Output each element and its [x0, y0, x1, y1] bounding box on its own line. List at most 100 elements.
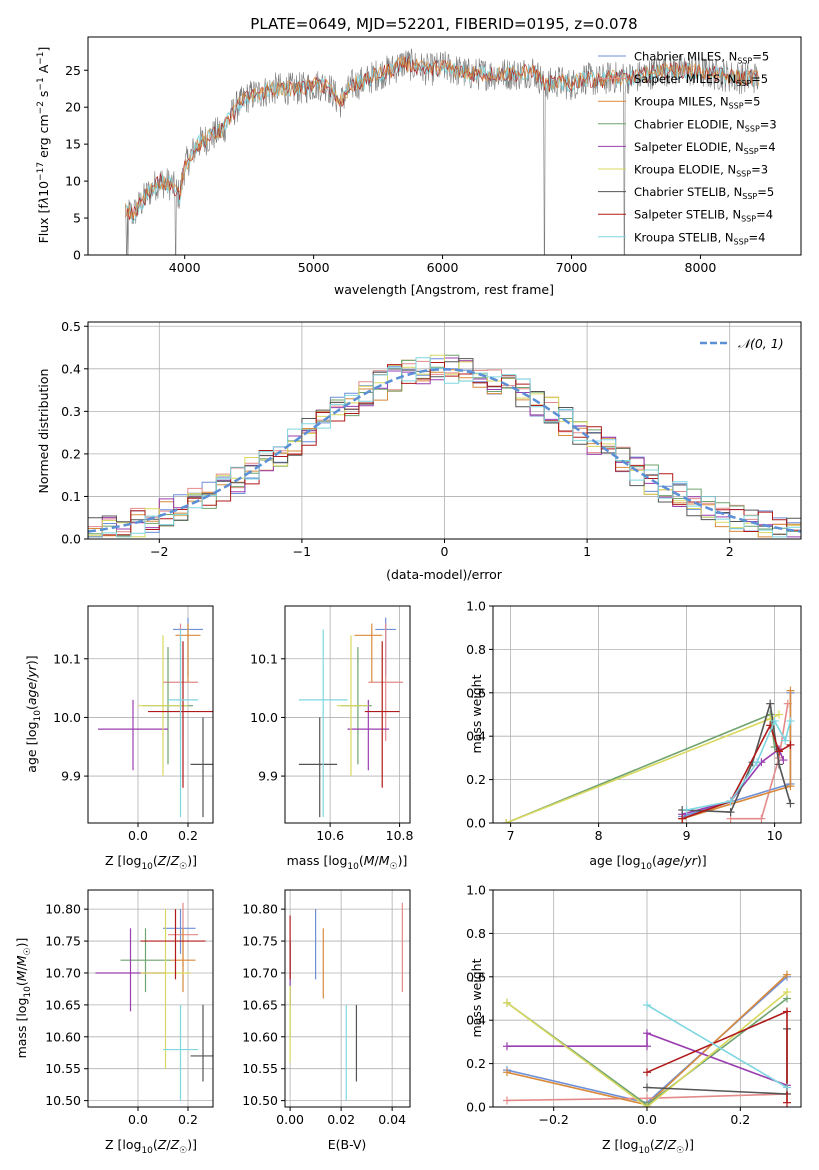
weight-marker-kroupa-elodie: [775, 710, 783, 719]
x-tick-label: 4000: [169, 260, 201, 275]
z-weight-panel: Z [log10(Z/Z☉)] mass weight: [469, 958, 694, 1156]
y-tick-label: 10.0: [250, 710, 278, 725]
y-tick-label: 0.8: [466, 642, 486, 657]
y-tick-label: 0.2: [466, 772, 486, 787]
y-tick-label: 10.50: [242, 1093, 278, 1108]
mass_vs_age-border: [284, 605, 411, 824]
x-tick-label: −2: [150, 544, 168, 559]
y-tick-label: 1.0: [466, 883, 486, 898]
weight-marker-salpeter-stelib: [783, 1098, 791, 1107]
spectrum-plot-area: [124, 48, 760, 255]
x-tick-label: 1: [583, 544, 591, 559]
z_vs_age-plot-area: [98, 617, 213, 818]
x-tick-label: 7000: [556, 260, 588, 275]
y-tick-label: 0.4: [466, 729, 486, 744]
point-kroupa-miles: [175, 623, 201, 683]
z_vs_mass-axes: [88, 890, 213, 1107]
spectrum-ylabel: Flux [fλ10−17 erg cm−2 s−1 A−1]: [36, 47, 51, 244]
y-tick-label: 10.80: [45, 902, 81, 917]
point-salpeter-stelib: [364, 641, 400, 788]
weight-marker-salpeter-stelib: [678, 814, 687, 823]
y-tick-label: 10.1: [53, 651, 81, 666]
weight-line-kroupa-elodie: [506, 991, 788, 1107]
age-weight-ylabel: mass weight: [469, 674, 484, 753]
point-chabrier-stelib: [190, 717, 213, 818]
legend-label-salpeter-stelib: Salpeter STELIB, NSSP=4: [634, 208, 773, 224]
y-tick-label: 0.4: [61, 361, 81, 376]
spectrum-xlabel: wavelength [Angstrom, rest frame]: [334, 282, 554, 297]
y-tick-label: 15: [65, 137, 81, 152]
z_vs_weight-plot-area: [503, 970, 791, 1107]
y-tick-label: 0.3: [61, 404, 81, 419]
point-salpeter-elodie: [98, 699, 168, 771]
legend-label-salpeter-miles: Salpeter MILES, NSSP=5: [634, 72, 768, 88]
weight-marker-kroupa-elodie: [783, 987, 791, 996]
weight-marker-kroupa-miles: [786, 782, 795, 791]
figure-title: PLATE=0649, MJD=52201, FIBERID=0195, z=0…: [250, 15, 637, 33]
point-kroupa-stelib: [163, 1004, 198, 1101]
y-tick-label: 10.55: [242, 1061, 278, 1076]
z-weight-xlabel: Z [log10(Z/Z☉)]: [602, 1137, 694, 1156]
z-mass-panel: Z [log10(Z/Z☉)] mass [log10(M/M☉)]: [14, 938, 197, 1156]
residuals-axes: [88, 322, 801, 540]
mass-age-xlabel: mass [log10(M/M☉)]: [287, 853, 408, 872]
weight-marker-kroupa-stelib: [682, 805, 691, 814]
y-tick-label: 0: [73, 248, 81, 263]
point-kroupa-stelib: [168, 629, 198, 818]
weight-marker-salpeter-miles: [503, 1096, 511, 1105]
y-tick-label: 10.60: [45, 1029, 81, 1044]
weight-marker-kroupa-miles: [503, 1068, 511, 1077]
point-kroupa-miles: [354, 623, 383, 683]
weight-marker-kroupa-stelib: [726, 797, 735, 806]
y-tick-label: 0.6: [466, 685, 486, 700]
x-tick-label: 10.8: [386, 828, 414, 843]
z-age-panel: Z [log10(Z/Z☉)] age [log10(age/yr)]: [24, 655, 197, 872]
y-tick-label: 0.0: [466, 816, 486, 831]
weight-marker-salpeter-stelib: [786, 740, 795, 749]
residuals-frame: −2 −1 0 1 2 0.0 0.1 0.2 0.3 0.4 0.5 𝒩(0, 1): [61, 319, 802, 559]
mass_vs_age-plot-area: [298, 617, 404, 818]
weight-line-kroupa-stelib: [686, 719, 792, 811]
x-tick-label: −1: [293, 544, 311, 559]
weight-marker-kroupa-stelib: [753, 758, 761, 767]
spectrum-axes: [124, 48, 760, 255]
weight-marker-salpeter-elodie: [779, 756, 788, 765]
weight-marker-salpeter-stelib: [783, 1007, 791, 1016]
point-kroupa-miles: [170, 928, 196, 993]
weight-marker-kroupa-stelib: [643, 1001, 651, 1010]
z_vs_age-border: [87, 605, 214, 824]
y-tick-label: 10: [65, 174, 81, 189]
spectrum-frame: 4000 5000 6000 7000 8000 0 5 10 15 20 25 Chabrier M…: [65, 36, 802, 275]
mass-age-panel: mass [log10(M/M☉)]: [287, 853, 408, 872]
y-tick-label: 10.75: [45, 934, 81, 949]
spectrum-legend: Chabrier MILES, NSSP=5 Salpeter MILES, NS…: [598, 50, 777, 246]
y-tick-label: 0.2: [466, 1056, 486, 1071]
weight-marker-chabrier-stelib: [786, 799, 795, 808]
weight-line-kroupa-stelib: [646, 1004, 788, 1089]
weight-line-salpeter-elodie: [507, 1032, 788, 1087]
ebv_vs_mass-axes: [285, 890, 410, 1107]
x-tick-label: 0.2: [178, 828, 198, 843]
y-tick-label: 0.0: [61, 532, 81, 547]
y-tick-label: 10.70: [45, 965, 81, 980]
z_vs_weight-axes: [493, 889, 801, 1108]
z_vs_weight-frame: −0.2 0.0 0.2 0.0 0.2 0.4 0.6 0.8 1.0: [466, 883, 802, 1127]
y-tick-label: 0.5: [61, 319, 81, 334]
y-tick-label: 10.55: [45, 1061, 81, 1076]
y-tick-label: 10.0: [53, 710, 81, 725]
weight-marker-kroupa-stelib: [783, 1083, 791, 1092]
weight-marker-kroupa-stelib: [786, 717, 795, 726]
y-tick-label: 9.9: [61, 769, 81, 784]
legend-label-kroupa-elodie: Kroupa ELODIE, NSSP=3: [634, 163, 768, 179]
z-weight-ylabel: mass weight: [469, 958, 484, 1037]
z_vs_age-axes: [88, 606, 213, 823]
z-age-xlabel: Z [log10(Z/Z☉)]: [105, 853, 197, 872]
y-tick-label: 0.8: [466, 926, 486, 941]
model-kroupa-miles: [125, 55, 759, 219]
weight-marker-kroupa-miles: [783, 970, 791, 979]
mass_vs_age-axes: [285, 606, 410, 823]
spectrum-border: [87, 36, 802, 256]
weight-marker-kroupa-elodie: [502, 819, 511, 823]
weight-marker-salpeter-miles: [757, 814, 766, 823]
weight-marker-kroupa-elodie: [643, 1103, 651, 1107]
